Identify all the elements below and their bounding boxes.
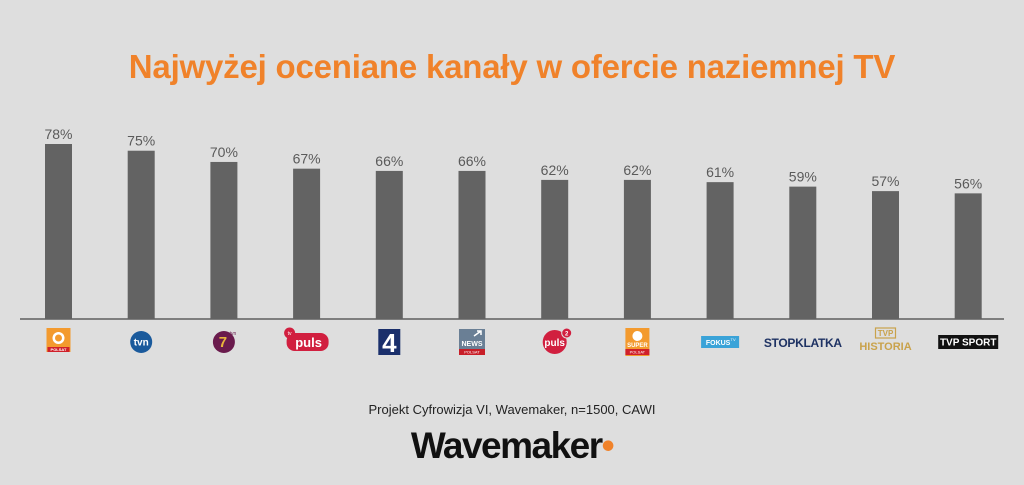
chart-title: Najwyżej oceniane kanały w ofercie nazie… [128,48,896,85]
value-labels-group: 78% 75% 70% 67% 66% 66% 62% 62% 61% 59% 57% 56% [44,126,982,191]
bar-5 [375,170,403,319]
svg-text:puls: puls [295,335,322,350]
svg-text:POLSAT: POLSAT [464,350,480,355]
stopklatka-logo-icon: STOPKLATKA [764,336,843,350]
value-label-11: 57% [871,173,899,189]
tvp-historia-logo-icon: TVP HISTORIA [859,327,912,353]
svg-text:POLSAT: POLSAT [630,350,646,355]
value-label-12: 56% [954,175,982,191]
value-label-10: 59% [789,169,817,185]
bar-12 [954,193,982,319]
value-label-5: 66% [375,153,403,169]
polsat-logo-icon: POLSAT [46,328,71,352]
svg-text:TVP: TVP [878,329,894,338]
bar-6 [458,170,486,319]
svg-text:tv: tv [288,331,292,337]
svg-text:tvn: tvn [230,331,237,337]
svg-text:2: 2 [565,332,569,338]
svg-text:puls: puls [544,338,565,349]
svg-text:HISTORIA: HISTORIA [859,341,911,353]
value-label-9: 61% [706,164,734,180]
bar-9 [706,182,734,319]
source-note: Projekt Cyfrowizja VI, Wavemaker, n=1500… [368,402,656,417]
svg-text:TVP SPORT: TVP SPORT [940,338,997,349]
bars-group [45,144,982,319]
bar-chart: 78% 75% 70% 67% 66% 66% 62% 62% 61% 59% 57% 56% POL… [20,126,1004,358]
wavemaker-logo: Wavemaker• [0,425,1024,467]
value-label-4: 67% [293,151,321,167]
svg-text:NEWS: NEWS [462,341,483,348]
bar-1 [45,144,72,319]
value-label-2: 75% [127,133,155,149]
value-label-7: 62% [541,162,569,178]
bar-11 [872,191,899,319]
svg-text:7: 7 [219,334,227,351]
bar-10 [789,186,817,319]
value-label-1: 78% [44,126,72,142]
tvn-logo-icon: tvn [130,331,153,353]
bar-3 [210,161,238,319]
svg-text:POLSAT: POLSAT [51,347,67,352]
polsat-news-logo-icon: NEWS POLSAT [459,329,485,355]
brand-dot-icon: • [601,425,615,466]
tv7-logo-icon: 7 tvn [212,331,237,353]
svg-text:SUPER: SUPER [627,343,648,349]
value-label-8: 62% [623,162,651,178]
svg-text:4: 4 [382,328,397,358]
value-label-6: 66% [458,153,486,169]
bar-7 [541,179,569,319]
brand-name: Wavemaker [410,425,603,466]
svg-text:STOPKLATKA: STOPKLATKA [764,336,843,350]
svg-text:FOKUS: FOKUS [706,340,731,347]
bar-8 [623,179,651,319]
bar-2 [127,150,155,319]
tvp-sport-logo-icon: TVP SPORT [938,335,999,349]
value-label-3: 70% [210,144,238,160]
bar-4 [293,168,321,319]
tv4-logo-icon: 4 [378,328,401,358]
svg-text:tvn: tvn [134,338,149,349]
svg-text:TV: TV [731,337,736,342]
